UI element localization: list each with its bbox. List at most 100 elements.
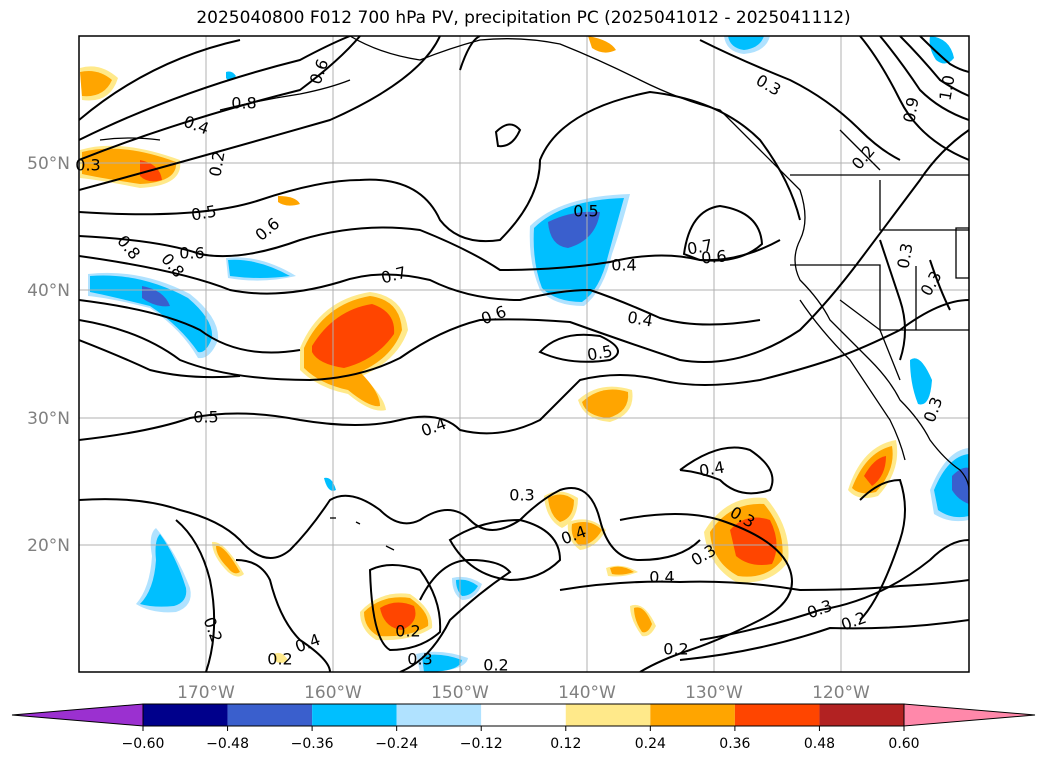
- longitude-axis: 170°W 160°W 150°W 140°W 130°W 120°W: [177, 683, 870, 703]
- lon-tick-label: 160°W: [304, 683, 362, 703]
- pv-contour: [79, 39, 241, 121]
- precip-blob: [456, 579, 478, 596]
- pv-contour: [79, 129, 969, 382]
- contour-value-label: 0.7: [686, 235, 714, 258]
- contour-value-label: 0.7: [379, 263, 409, 288]
- precip-blob: [274, 652, 288, 663]
- precip-blob: [380, 602, 416, 630]
- lat-tick-label: 40°N: [27, 281, 70, 301]
- contour-value-label: 0.5: [586, 341, 614, 364]
- colorbar-tick-label: −0.48: [206, 736, 249, 752]
- contour-value-label: 0.6: [306, 56, 333, 86]
- pv-contour: [929, 259, 951, 311]
- coastline: [955, 227, 969, 279]
- colorbar-tick-label: −0.24: [375, 736, 418, 752]
- pv-contour: [79, 36, 351, 141]
- precip-blob: [140, 534, 187, 607]
- colorbar-tick-label: 0.24: [635, 736, 666, 752]
- contour-value-label: 0.9: [899, 96, 922, 124]
- contour-value-label: 0.4: [698, 457, 726, 480]
- colorbar-extend-low: [11, 703, 144, 727]
- pv-contour: [879, 36, 969, 121]
- pv-contour: [859, 36, 969, 161]
- precip-blob: [324, 477, 336, 491]
- contour-value-label: 0.3: [804, 596, 834, 623]
- pv-contour: [79, 36, 441, 191]
- pv-contour: [559, 579, 969, 592]
- pv-contour: [175, 519, 216, 672]
- lat-tick-label: 20°N: [27, 536, 70, 556]
- coastline: [219, 79, 351, 111]
- precipitation-shading: [80, 36, 969, 672]
- pv-contour: [79, 255, 761, 326]
- precip-blob: [422, 654, 462, 672]
- colorbar-tick-label: −0.36: [291, 736, 334, 752]
- pv-contour: [679, 619, 969, 661]
- contour-value-label: 0.2: [838, 608, 868, 635]
- contour-value-label: 0.2: [205, 150, 228, 178]
- colorbar-segment: [396, 704, 482, 726]
- island: [385, 545, 395, 551]
- coastline: [839, 129, 881, 171]
- precip-blob: [730, 517, 777, 565]
- contour-value-label: 0.3: [407, 650, 432, 669]
- pv-contour: [79, 339, 241, 379]
- colorbar-segment: [650, 704, 735, 726]
- pv-contour: [699, 539, 969, 641]
- contour-value-label: 0.4: [611, 256, 636, 275]
- precip-blob: [278, 196, 300, 206]
- colorbar-frame: [142, 703, 905, 727]
- contour-value-label: 0.3: [917, 268, 946, 300]
- contour-value-label: 0.3: [75, 156, 100, 175]
- coastline: [839, 299, 901, 381]
- contour-value-label: 0.6: [700, 246, 727, 267]
- contour-value-label: 0.4: [626, 307, 654, 330]
- colorbar: −0.60 −0.48 −0.36 −0.24 −0.12 0.12 0.24 0.36 0.4…: [11, 703, 1036, 752]
- pv-contour: [679, 446, 774, 495]
- colorbar-extend-high: [903, 703, 1036, 727]
- colorbar-segment: [227, 704, 313, 726]
- precip-blob: [929, 36, 954, 64]
- pv-contour: [79, 36, 361, 161]
- contour-value-label: 0.2: [200, 614, 227, 644]
- lon-tick-label: 130°W: [685, 683, 743, 703]
- contour-value-label: 0.5: [573, 202, 598, 221]
- lon-tick-label: 120°W: [812, 683, 870, 703]
- precip-blob: [216, 545, 240, 574]
- pv-contour: [919, 36, 969, 73]
- pv-contour: [859, 478, 906, 621]
- colorbar-tick-label: −0.12: [460, 736, 503, 752]
- lon-tick-label: 170°W: [177, 683, 235, 703]
- contour-value-label: 0.8: [231, 94, 256, 113]
- precip-blob: [634, 607, 652, 633]
- precip-blob: [728, 36, 764, 50]
- pv-contour: [79, 299, 301, 354]
- coastline: [99, 137, 161, 141]
- contour-value-label: 0.2: [663, 640, 688, 659]
- contour-labels: 0.80.40.20.60.60.30.80.91.00.50.60.80.70…: [75, 56, 958, 674]
- contour-value-label: 0.3: [509, 486, 534, 505]
- pv-contour: [682, 204, 764, 262]
- pv-contour: [399, 558, 512, 672]
- colorbar-tick-label: −0.60: [122, 736, 165, 752]
- pv-contour: [699, 39, 901, 161]
- contour-value-label: 0.5: [190, 201, 218, 224]
- precip-blob: [610, 566, 634, 575]
- precip-blob: [90, 275, 213, 353]
- contour-value-label: 0.2: [848, 142, 879, 174]
- contour-value-label: 0.4: [292, 630, 322, 657]
- precip-blob: [142, 286, 170, 307]
- colorbar-segment: [565, 704, 651, 726]
- contour-value-label: 0.4: [649, 568, 674, 587]
- precip-blob: [864, 456, 886, 486]
- pv-contour: [79, 299, 969, 441]
- precip-blob: [588, 36, 616, 53]
- pv-contour: [879, 239, 906, 361]
- lat-tick-label: 30°N: [27, 409, 70, 429]
- pv-contour: [368, 564, 442, 652]
- colorbar-segment: [481, 704, 566, 726]
- coastline: [799, 299, 906, 461]
- coastline: [349, 36, 969, 491]
- contour-value-label: 0.3: [893, 242, 916, 270]
